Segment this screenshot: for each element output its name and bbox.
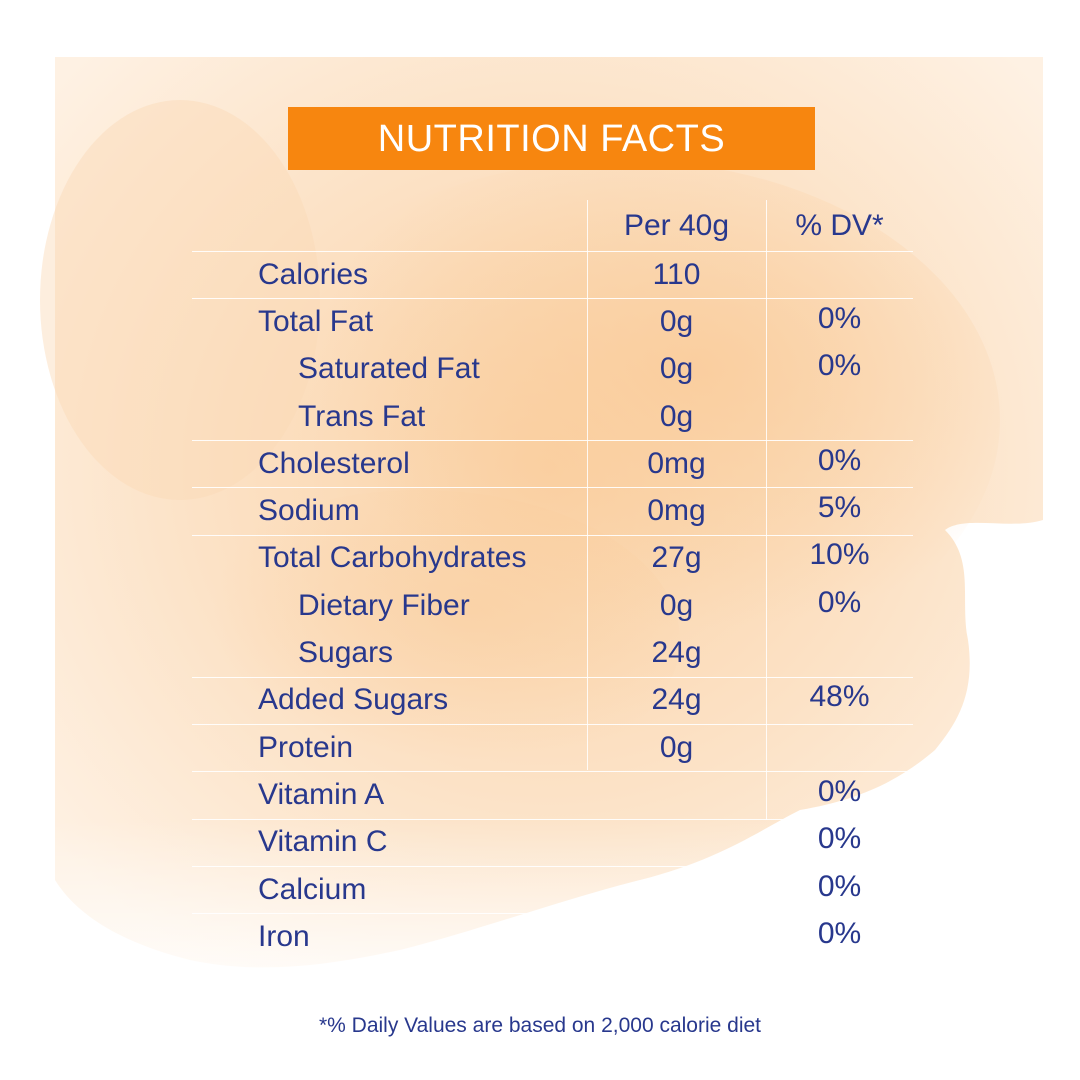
nutrient-name: Saturated Fat xyxy=(298,352,480,386)
nutrient-name: Calcium xyxy=(258,872,367,906)
table-row: Sugars 24g xyxy=(192,629,913,676)
table-row: Total Carbohydrates 27g 10% xyxy=(192,534,913,582)
table-row: Iron 0% xyxy=(192,913,913,960)
nutrient-dv: 0% xyxy=(817,916,862,950)
nutrient-dv: 0% xyxy=(817,349,862,383)
nutrient-dv: 0% xyxy=(817,869,862,903)
nutrient-dv: 0% xyxy=(817,774,862,808)
nutrient-name: Trans Fat xyxy=(298,399,426,433)
nutrient-amount: 0g xyxy=(659,304,694,338)
nutrient-name: Added Sugars xyxy=(258,683,449,717)
column-divider xyxy=(766,200,767,820)
nutrient-amount: 24g xyxy=(651,636,702,670)
nutrient-amount: 27g xyxy=(651,541,702,575)
header-daily-value: % DV* xyxy=(795,208,884,242)
nutrient-amount: 0g xyxy=(659,588,694,622)
nutrient-amount: 0g xyxy=(659,730,694,764)
header-amount: Per 40g xyxy=(623,208,730,242)
table-row: Trans Fat 0g xyxy=(192,393,913,440)
table-row: Dietary Fiber 0g 0% xyxy=(192,582,913,629)
page-title: NUTRITION FACTS xyxy=(377,117,726,160)
nutrient-name: Sugars xyxy=(298,636,394,670)
footnote: *% Daily Values are based on 2,000 calor… xyxy=(318,1014,762,1037)
title-banner: NUTRITION FACTS xyxy=(288,107,815,170)
nutrient-name: Vitamin C xyxy=(258,825,388,859)
nutrient-name: Cholesterol xyxy=(258,446,410,480)
table-row: Calories 110 xyxy=(192,251,913,298)
nutrient-name: Total Fat xyxy=(258,304,374,338)
nutrient-dv: 5% xyxy=(817,491,862,525)
nutrient-name: Dietary Fiber xyxy=(298,588,470,622)
nutrient-dv: 0% xyxy=(817,301,862,335)
table-row: Protein 0g xyxy=(192,723,913,771)
nutrient-amount: 0mg xyxy=(647,446,706,480)
nutrient-name: Calories xyxy=(258,257,369,291)
nutrient-dv: 10% xyxy=(809,538,870,572)
nutrient-amount: 0g xyxy=(659,352,694,386)
table-row: Added Sugars 24g 48% xyxy=(192,676,913,724)
table-row: Vitamin A 0% xyxy=(192,771,913,818)
nutrient-name: Vitamin A xyxy=(258,777,385,811)
table-row: Vitamin C 0% xyxy=(192,818,913,866)
table-row: Total Fat 0g 0% xyxy=(192,298,913,345)
table-row: Saturated Fat 0g 0% xyxy=(192,346,913,393)
nutrient-name: Iron xyxy=(258,919,310,953)
nutrient-dv: 48% xyxy=(809,680,870,714)
nutrition-table: Per 40g % DV* Calories 110 Total Fat 0g … xyxy=(192,200,913,960)
nutrient-dv: 0% xyxy=(817,822,862,856)
nutrient-amount: 24g xyxy=(651,683,702,717)
column-divider xyxy=(587,200,588,770)
nutrient-amount: 0mg xyxy=(647,494,706,528)
table-row: Cholesterol 0mg 0% xyxy=(192,440,913,487)
table-header: Per 40g % DV* xyxy=(192,200,913,251)
table-row: Sodium 0mg 5% xyxy=(192,487,913,534)
table-row: Calcium 0% xyxy=(192,865,913,913)
nutrient-amount: 0g xyxy=(659,399,694,433)
nutrient-amount: 110 xyxy=(652,257,701,291)
nutrient-name: Total Carbohydrates xyxy=(258,541,527,575)
nutrient-name: Sodium xyxy=(258,494,360,528)
nutrient-dv: 0% xyxy=(817,585,862,619)
nutrient-dv: 0% xyxy=(817,443,862,477)
nutrient-name: Protein xyxy=(258,730,354,764)
